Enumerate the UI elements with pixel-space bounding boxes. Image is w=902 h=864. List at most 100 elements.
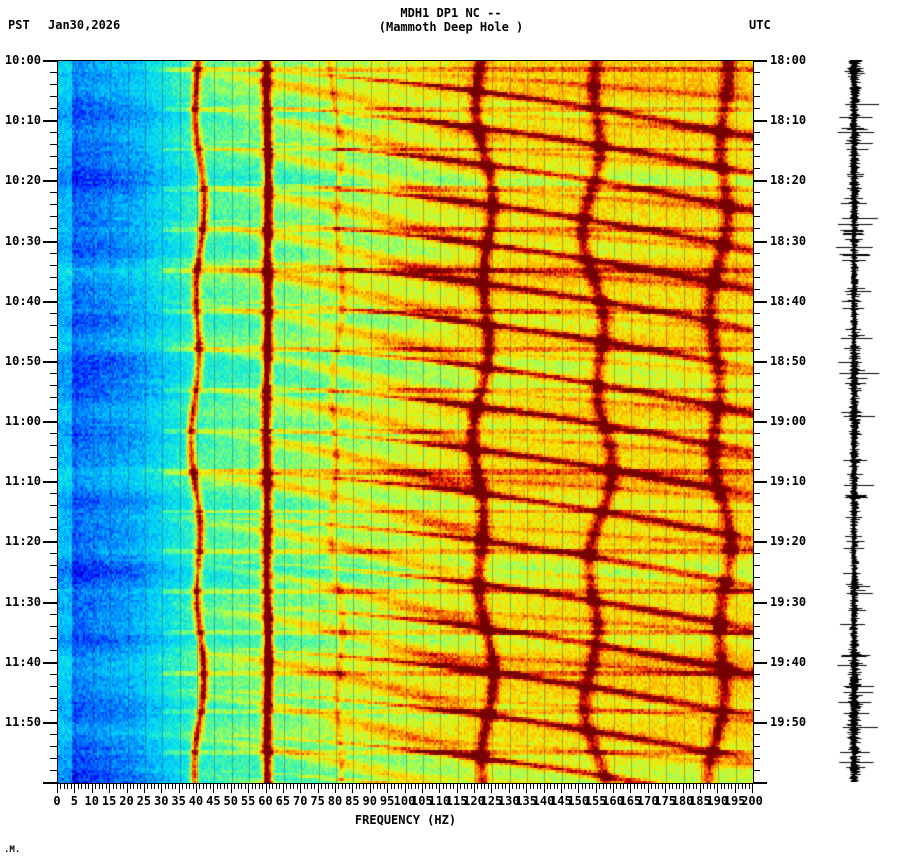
time-tick-minor: [50, 577, 57, 579]
time-tick-minor: [753, 649, 760, 651]
time-tick-minor: [50, 493, 57, 495]
freq-tick-minor: [526, 783, 528, 793]
freq-tick-minor: [470, 783, 472, 789]
freq-tick-label: 5: [70, 794, 78, 808]
time-tick-major: [43, 721, 57, 724]
freq-tick-minor: [213, 783, 215, 793]
time-tick-minor: [50, 324, 57, 326]
freq-tick-minor: [161, 783, 163, 793]
time-tick-major: [753, 360, 767, 363]
freq-tick-minor: [230, 783, 232, 793]
freq-tick-minor: [536, 783, 538, 789]
time-tick-minor: [753, 372, 760, 374]
freq-tick-minor: [220, 783, 222, 789]
freq-tick-minor: [366, 783, 368, 789]
freq-tick-label: 45: [206, 794, 221, 808]
time-tick-minor: [50, 384, 57, 386]
freq-tick-minor: [133, 783, 135, 789]
time-tick-label: 19:00: [770, 414, 807, 428]
freq-tick-minor: [512, 783, 514, 789]
time-tick-minor: [753, 445, 760, 447]
freq-tick-minor: [543, 783, 545, 793]
time-tick-minor: [753, 276, 760, 278]
freq-tick-minor: [185, 783, 187, 789]
time-tick-minor: [753, 769, 760, 771]
freq-tick-label: 175: [654, 794, 676, 808]
time-tick-major: [43, 421, 57, 423]
time-tick-label: 10:40: [4, 293, 41, 308]
freq-tick-label: 155: [584, 794, 607, 808]
freq-tick-minor: [588, 783, 590, 789]
freq-tick-minor: [748, 783, 750, 789]
time-tick-label: 18:30: [770, 233, 807, 248]
time-tick-minor: [753, 96, 760, 98]
time-tick-minor: [50, 709, 57, 711]
time-tick-minor: [753, 733, 760, 735]
time-tick-minor: [753, 697, 760, 699]
freq-tick-minor: [651, 783, 653, 789]
freq-tick-minor: [467, 783, 469, 789]
time-tick-minor: [50, 457, 57, 459]
freq-tick-minor: [550, 783, 552, 789]
time-tick-minor: [50, 144, 57, 146]
freq-tick-minor: [143, 783, 145, 793]
time-tick-minor: [753, 709, 760, 711]
freq-tick-minor: [647, 783, 649, 793]
freq-tick-minor: [654, 783, 656, 789]
time-tick-minor: [753, 144, 760, 146]
freq-tick-minor: [637, 783, 639, 789]
freq-tick-minor: [692, 783, 694, 789]
freq-tick-minor: [435, 783, 437, 789]
freq-tick-minor: [404, 783, 406, 793]
time-tick-label: 10:30: [4, 233, 41, 248]
freq-tick-minor: [359, 783, 361, 789]
freq-tick-minor: [679, 783, 681, 789]
time-tick-major: [753, 421, 767, 423]
freq-tick-minor: [196, 783, 197, 793]
freq-tick-label: 80: [327, 794, 343, 808]
freq-tick-minor: [345, 783, 347, 789]
time-tick-major: [43, 120, 57, 123]
freq-tick-label: 90: [362, 794, 377, 808]
time-tick-minor: [753, 156, 760, 158]
freq-tick-label: 165: [619, 794, 642, 808]
freq-tick-minor: [487, 783, 489, 789]
freq-tick-label: 105: [411, 794, 433, 808]
freq-tick-minor: [752, 783, 753, 793]
freq-tick-minor: [324, 783, 326, 789]
freq-tick-minor: [335, 783, 336, 793]
freq-tick-label: 60: [258, 794, 273, 808]
freq-tick-minor: [720, 783, 722, 789]
freq-tick-label: 200: [741, 794, 763, 808]
freq-tick-minor: [421, 783, 423, 793]
time-tick-minor: [50, 132, 57, 134]
freq-tick-minor: [727, 783, 729, 789]
freq-tick-label: 50: [223, 794, 238, 808]
freq-tick-minor: [630, 783, 632, 793]
freq-tick-minor: [248, 783, 250, 793]
time-tick-label: 19:10: [770, 474, 807, 489]
freq-tick-minor: [300, 783, 302, 793]
freq-tick-minor: [738, 783, 740, 789]
time-tick-minor: [50, 264, 57, 266]
seismogram-trace: [830, 60, 890, 782]
freq-tick-minor: [258, 783, 260, 789]
freq-tick-label: 100: [393, 794, 416, 808]
freq-tick-minor: [665, 783, 667, 793]
freq-tick-minor: [675, 783, 677, 789]
freq-tick-minor: [734, 783, 736, 793]
time-tick-minor: [50, 348, 57, 350]
freq-tick-label: 10: [84, 794, 99, 808]
time-tick-minor: [50, 517, 57, 519]
freq-tick-label: 140: [532, 794, 555, 808]
freq-tick-label: 65: [275, 794, 291, 808]
freq-tick-minor: [244, 783, 246, 789]
time-tick-minor: [50, 204, 57, 206]
time-tick-label: 18:20: [770, 173, 807, 188]
freq-tick-label: 55: [240, 794, 256, 808]
freq-tick-minor: [164, 783, 166, 789]
freq-tick-minor: [314, 783, 316, 789]
time-tick-minor: [50, 733, 57, 735]
time-tick-minor: [753, 505, 760, 507]
freq-tick-minor: [498, 783, 500, 789]
